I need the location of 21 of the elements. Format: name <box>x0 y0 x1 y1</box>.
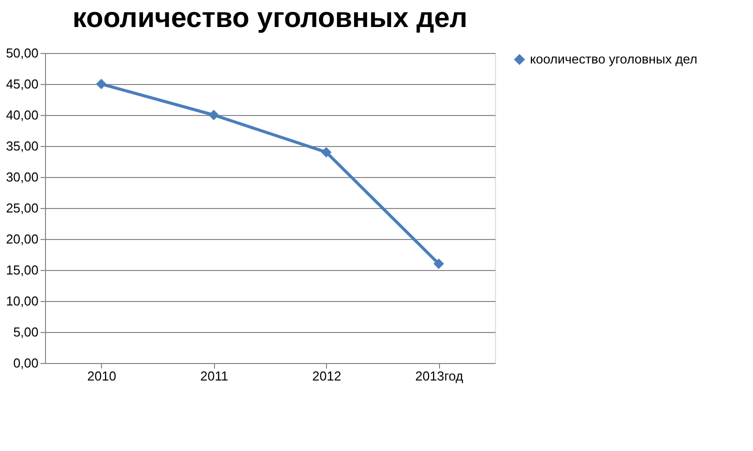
y-tick-label: 10,00 <box>6 294 38 308</box>
x-tick-label: 2013год <box>415 368 464 384</box>
point <box>96 78 106 90</box>
y-tick-label: 40,00 <box>6 108 38 122</box>
x-tick-label: 2010 <box>87 368 116 384</box>
point <box>208 110 219 120</box>
y-tick-label: 15,00 <box>6 262 38 278</box>
y-tick-label: 30,00 <box>6 170 38 184</box>
y-tick-label: 35,00 <box>6 138 38 154</box>
chart-title: кооличество уголовных дел <box>72 2 468 33</box>
x-tick-label: 2011 <box>200 368 228 384</box>
legend-label: кооличество уголовных дел <box>530 52 698 66</box>
point <box>434 258 444 270</box>
y-tick-label: 45,00 <box>6 76 38 92</box>
x-tick-label: 2012 <box>312 368 342 384</box>
y-tick-label: 20,00 <box>6 232 38 246</box>
y-tick-label: 25,00 <box>6 200 38 216</box>
y-tick-label: 0,00 <box>13 356 38 370</box>
y-tick-label: 5,00 <box>13 324 38 340</box>
y-tick-label: 50,00 <box>6 46 38 60</box>
point <box>321 146 332 158</box>
